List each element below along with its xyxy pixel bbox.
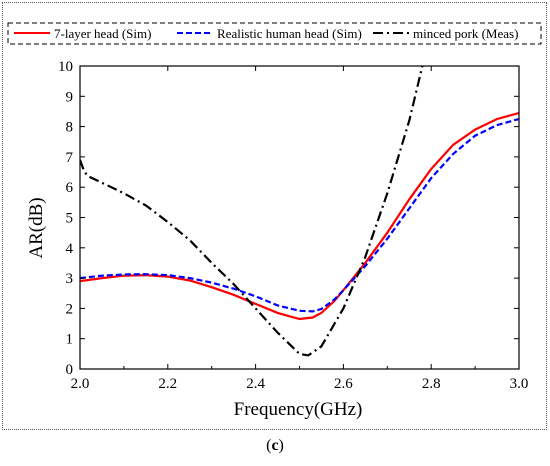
legend-label-1: 7-layer head (Sim) xyxy=(54,26,151,41)
caption-letter: c xyxy=(271,437,279,454)
legend-box xyxy=(7,22,542,45)
figure-caption: (c) xyxy=(0,437,550,455)
chart: 7-layer head (Sim) Realistic human head (… xyxy=(7,22,542,420)
x-tick-label: 2.6 xyxy=(334,376,353,392)
series-line-1 xyxy=(80,111,519,321)
y-tick-label: 3 xyxy=(66,271,74,287)
y-tick-label: 9 xyxy=(66,89,74,105)
legend-label-2: Realistic human head (Sim) xyxy=(217,26,362,41)
y-tick-label: 4 xyxy=(66,241,74,257)
figure-frame xyxy=(2,2,547,430)
y-tick-label: 6 xyxy=(66,180,74,196)
axes: 2.0 2.2 2.4 2.6 2.8 3.0 0 1 2 3 4 5 6 7 8 9 10 xyxy=(58,59,528,392)
x-tick-label: 2.2 xyxy=(158,376,177,392)
x-tick-label: 2.4 xyxy=(246,376,265,392)
caption-close: ) xyxy=(278,437,284,454)
legend-label-3: minced pork (Meas) xyxy=(413,26,518,41)
y-tick-label: 8 xyxy=(66,120,74,136)
y-tick-label: 7 xyxy=(66,150,74,166)
x-axis-label: Frequency(GHz) xyxy=(234,399,363,420)
y-tick-label: 10 xyxy=(58,59,73,75)
x-tick-label: 2.8 xyxy=(422,376,441,392)
series-line-3 xyxy=(80,66,424,357)
legend: 7-layer head (Sim) Realistic human head (… xyxy=(7,22,542,45)
plot-area xyxy=(80,66,519,357)
caption-open: ( xyxy=(266,437,272,454)
y-tick-label: 1 xyxy=(66,332,74,348)
y-tick-label: 5 xyxy=(66,211,74,227)
y-tick-label: 2 xyxy=(66,301,74,317)
series-line-2 xyxy=(80,117,519,313)
y-tick-label: 0 xyxy=(66,362,74,378)
plot-frame xyxy=(79,65,520,370)
x-tick-label: 3.0 xyxy=(510,376,529,392)
y-axis-label: AR(dB) xyxy=(26,197,47,258)
x-tick-label: 2.0 xyxy=(71,376,90,392)
